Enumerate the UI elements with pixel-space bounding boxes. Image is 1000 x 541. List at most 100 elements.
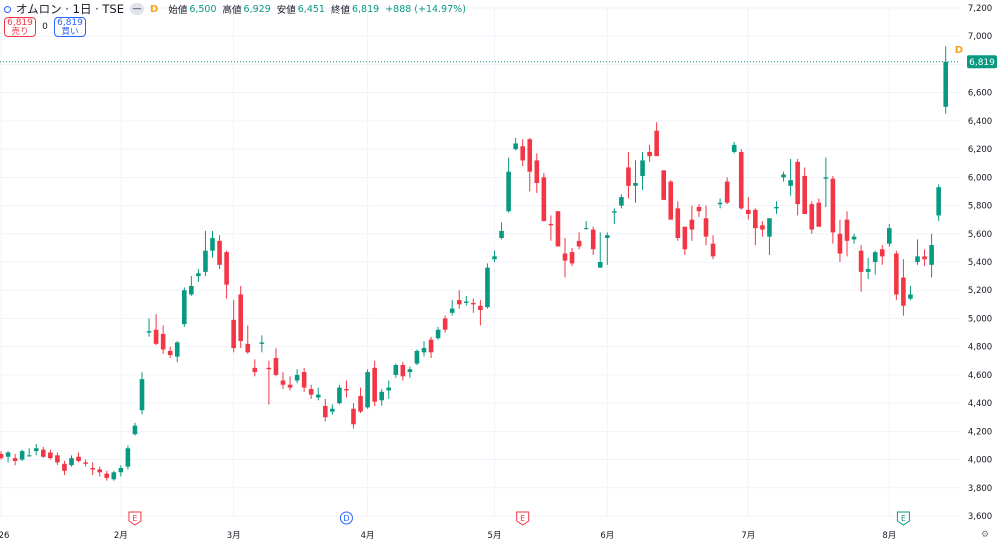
candle-body: [280, 380, 286, 385]
candle-body: [344, 389, 349, 391]
high-value: 6,929: [243, 3, 271, 15]
open-value: 6,500: [189, 3, 217, 15]
candle-body: [301, 372, 307, 388]
candle-body: [210, 238, 215, 251]
change-value: +888 (+14.97%): [385, 3, 466, 15]
candle-body: [767, 218, 772, 237]
symbol-title[interactable]: オムロン · 1日 · TSE: [16, 2, 124, 16]
candle-body: [224, 252, 229, 285]
candle-body: [887, 228, 892, 244]
candle-body: [731, 144, 737, 152]
price-tick-label: 5,000: [968, 314, 992, 324]
status-circle-icon: [4, 5, 11, 13]
candle-body: [668, 181, 674, 220]
d-badge[interactable]: D: [150, 3, 159, 15]
candle-body: [330, 408, 335, 412]
earnings-event-marker[interactable]: E: [516, 511, 530, 526]
candle-body: [379, 391, 384, 401]
candle-body: [583, 228, 589, 230]
time-tick-label: 26: [0, 531, 9, 541]
high-label: 高値: [222, 5, 242, 16]
candle-body: [259, 342, 265, 344]
candle-body: [337, 387, 342, 404]
time-axis[interactable]: 26 2月 3月 4月 5月 6月 7月 8月: [0, 531, 896, 541]
settings-gear-icon[interactable]: ⚙: [981, 530, 989, 540]
candle-body: [823, 177, 829, 179]
earnings-icon: [516, 511, 530, 526]
candle-body: [605, 235, 610, 239]
candle-body: [393, 365, 399, 375]
candle-body: [724, 181, 730, 203]
buy-label: 買い: [61, 27, 79, 37]
candle-body: [19, 451, 25, 460]
price-tick-label: 5,800: [968, 202, 992, 212]
time-tick-label: 3月: [227, 531, 241, 541]
price-tick-label: 4,400: [968, 399, 992, 409]
candle-body: [513, 143, 518, 150]
candle-body: [294, 374, 300, 381]
price-tick-label: 3,800: [968, 484, 992, 494]
candle-body: [139, 379, 145, 411]
candle-body: [189, 285, 194, 295]
price-tick-label: 5,600: [968, 230, 992, 240]
candle-body: [520, 146, 525, 161]
time-tick-label: 4月: [361, 531, 375, 541]
candle-body: [41, 449, 46, 457]
candle-body: [421, 348, 427, 353]
candle-body: [464, 301, 469, 303]
dividend-d-marker[interactable]: D: [955, 45, 963, 56]
candle-body: [872, 252, 878, 262]
candle-body: [922, 256, 927, 260]
buy-button[interactable]: 6,819 買い: [54, 17, 86, 37]
open-label: 始値: [168, 5, 188, 16]
earnings-event-marker[interactable]: E: [896, 511, 910, 526]
candle-body: [562, 253, 568, 261]
candle-body: [576, 240, 582, 247]
price-tick-label: 6,000: [968, 173, 992, 183]
sell-button[interactable]: 6,819 売り: [4, 17, 36, 37]
close-label: 終値: [330, 5, 350, 16]
candle-body: [76, 456, 81, 461]
spread-value: 0: [42, 22, 48, 32]
price-tick-label: 6,400: [968, 117, 992, 127]
trade-panel: 6,819 売り 0 6,819 買い: [4, 17, 86, 37]
candle-body: [527, 139, 533, 172]
earnings-event-marker[interactable]: E: [128, 511, 142, 526]
candle-body: [48, 452, 53, 459]
candle-body: [118, 468, 124, 473]
candle-body: [633, 182, 638, 186]
dividend-event-marker[interactable]: D: [339, 511, 353, 525]
candle-body: [781, 174, 786, 178]
candle-body: [55, 455, 60, 463]
candle-body: [365, 372, 370, 408]
candle-body: [435, 329, 441, 339]
candle-body: [146, 331, 152, 333]
candle-body: [647, 151, 652, 157]
candle-body: [62, 463, 67, 471]
candle-body: [626, 167, 631, 186]
candle-body: [901, 277, 906, 306]
candle-body: [837, 233, 843, 254]
candle-body: [174, 342, 180, 357]
candle-body: [717, 202, 723, 205]
candle-body: [548, 223, 554, 226]
earnings-icon: [896, 511, 910, 526]
last-price-label: 6,819: [969, 58, 995, 68]
candle-body: [760, 225, 765, 230]
low-value: 6,451: [297, 3, 325, 15]
candle-body: [358, 396, 363, 412]
sell-label: 売り: [11, 27, 29, 37]
eye-off-icon[interactable]: —: [130, 3, 144, 15]
candle-body: [816, 202, 822, 227]
candle-body: [351, 408, 356, 425]
price-tick-label: 3,600: [968, 512, 992, 522]
price-axis[interactable]: 3,600 3,800 4,000 4,200 4,400 4,600 4,800 5,000…: [968, 4, 992, 522]
price-tick-label: 4,800: [968, 343, 992, 353]
candle-body: [471, 302, 476, 305]
candles: [0, 46, 948, 481]
candle-body: [844, 219, 850, 241]
price-tick-label: 7,200: [968, 4, 992, 14]
candle-body: [943, 61, 948, 107]
event-letter: D: [343, 514, 349, 523]
